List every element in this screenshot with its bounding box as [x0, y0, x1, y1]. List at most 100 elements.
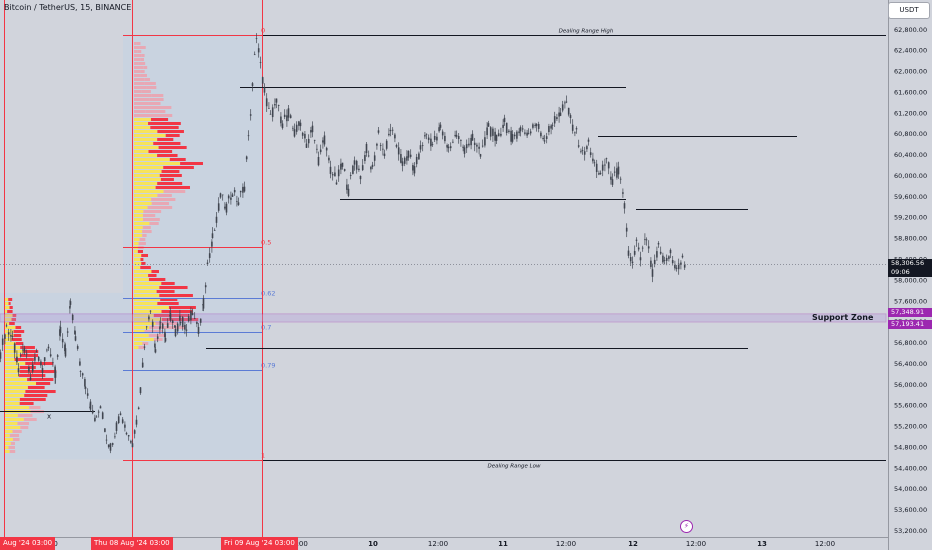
- fib-level-label-4: 0.79: [261, 362, 275, 370]
- candle-body: [663, 260, 666, 261]
- candle-body: [651, 269, 654, 277]
- candle-body: [105, 439, 108, 441]
- candle-body: [16, 356, 18, 363]
- profile-bar: [134, 50, 138, 53]
- candle-body: [645, 239, 648, 241]
- profile-bar: [4, 378, 28, 381]
- profile-bar: [134, 130, 158, 133]
- candle-body: [208, 253, 211, 258]
- profile-bar: [134, 314, 154, 317]
- candle-body: [476, 144, 478, 147]
- candle-body: [595, 163, 598, 173]
- candle-body: [481, 145, 484, 147]
- candle-body: [274, 103, 276, 106]
- candle-body: [151, 321, 154, 327]
- profile-bar: [4, 374, 20, 377]
- profile-bar: [4, 450, 10, 453]
- profile-bar: [148, 150, 173, 153]
- profile-bar: [29, 406, 41, 409]
- lightning-icon[interactable]: ⚡: [680, 520, 693, 533]
- candle-body: [430, 138, 432, 147]
- candle-body: [550, 125, 552, 129]
- candle-body: [305, 143, 308, 148]
- profile-bar: [134, 86, 147, 89]
- x-tick-label: 12:00: [556, 540, 576, 548]
- profile-bar: [134, 98, 150, 101]
- profile-bar: [141, 254, 149, 257]
- profile-bar: [134, 102, 149, 105]
- candle-body: [494, 131, 496, 141]
- profile-bar: [138, 62, 146, 65]
- candle-body: [25, 353, 28, 355]
- candle-body: [313, 139, 316, 141]
- profile-bar: [143, 210, 162, 213]
- candle-body: [141, 362, 144, 368]
- profile-bar: [134, 142, 154, 145]
- candle-body: [281, 123, 284, 129]
- candle-body: [675, 267, 678, 269]
- candle-body: [54, 371, 57, 378]
- profile-bar: [134, 262, 142, 265]
- profile-bar: [134, 154, 158, 157]
- y-tick-label: 62,400.00: [894, 47, 927, 55]
- candle-body: [31, 364, 34, 372]
- candle-body: [543, 140, 546, 142]
- profile-bar: [156, 290, 175, 293]
- profile-bar: [134, 298, 161, 301]
- profile-bar: [134, 166, 164, 169]
- candle-body: [164, 331, 166, 338]
- profile-bar: [134, 218, 143, 221]
- candle-body: [34, 356, 36, 361]
- profile-bar: [134, 82, 145, 85]
- y-tick-label: 57,600.00: [894, 297, 927, 305]
- currency-button[interactable]: USDT: [888, 2, 930, 19]
- profile-bar: [150, 126, 179, 129]
- candle-body: [187, 316, 190, 322]
- candle-body: [583, 151, 586, 155]
- profile-bar: [4, 426, 21, 429]
- profile-bar: [4, 366, 20, 369]
- profile-bar: [134, 302, 158, 305]
- candle-body: [37, 356, 40, 361]
- candle-body: [156, 336, 159, 339]
- profile-bar: [4, 358, 15, 361]
- profile-bar: [134, 158, 170, 161]
- profile-bar: [138, 346, 145, 349]
- candle-body: [542, 137, 544, 140]
- candle-body: [629, 257, 632, 262]
- profile-bar: [151, 202, 169, 205]
- candle-body: [239, 190, 242, 193]
- candle-body: [148, 316, 150, 320]
- candle-body: [340, 163, 342, 170]
- candle-body: [159, 322, 162, 324]
- candle-body: [669, 249, 672, 254]
- profile-bar: [134, 270, 152, 273]
- profile-bar: [134, 162, 181, 165]
- profile-bar: [9, 306, 13, 309]
- candle-body: [419, 145, 422, 150]
- candle-body: [535, 123, 538, 127]
- candle-body: [567, 107, 570, 115]
- candle-body: [400, 154, 402, 163]
- candle-body: [540, 132, 542, 137]
- candle-body: [659, 251, 662, 254]
- profile-bar: [11, 318, 17, 321]
- candle-body: [341, 162, 344, 167]
- candle-body: [66, 331, 69, 333]
- profile-bar: [134, 278, 149, 281]
- candle-body: [627, 250, 630, 256]
- candle-body: [532, 124, 534, 128]
- y-tick-label: 59,600.00: [894, 193, 927, 201]
- profile-bar: [25, 362, 54, 365]
- candle-body: [352, 165, 354, 174]
- candle-body: [89, 401, 92, 410]
- profile-bar: [142, 230, 152, 233]
- candle-body: [353, 160, 356, 165]
- candle-body: [171, 320, 174, 323]
- candle-body: [478, 146, 480, 149]
- candle-body: [265, 98, 268, 107]
- candle-body: [242, 186, 244, 193]
- candle-body: [599, 172, 602, 175]
- candle-body: [99, 406, 102, 409]
